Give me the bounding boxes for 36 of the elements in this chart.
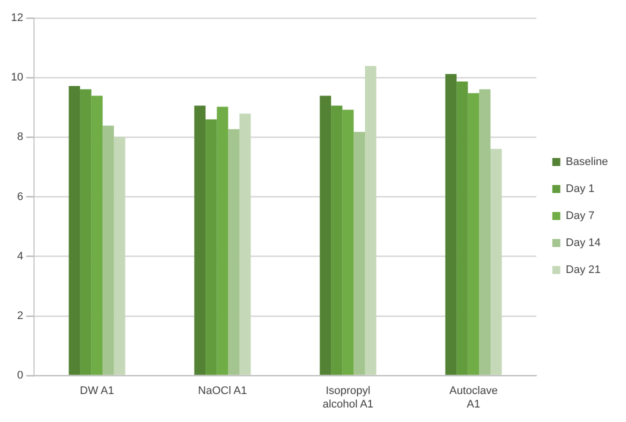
bar bbox=[479, 89, 490, 375]
bar bbox=[364, 66, 376, 375]
bar bbox=[228, 129, 240, 375]
bar bbox=[354, 132, 365, 375]
y-tick-label: 12 bbox=[10, 12, 24, 24]
legend-label: Day 14 bbox=[566, 237, 601, 250]
x-tick-label: DW A1 bbox=[80, 385, 114, 398]
y-tick-label: 2 bbox=[17, 310, 24, 322]
y-tick-label: 10 bbox=[10, 72, 24, 84]
bar bbox=[68, 86, 80, 375]
bar bbox=[91, 96, 103, 375]
bar bbox=[342, 110, 354, 375]
bar bbox=[206, 119, 217, 375]
bar bbox=[331, 106, 342, 375]
bar bbox=[320, 96, 332, 375]
bar bbox=[80, 89, 92, 375]
y-tick-label: 0 bbox=[17, 370, 24, 382]
bar bbox=[114, 136, 126, 375]
legend-label: Day 1 bbox=[566, 183, 595, 196]
x-tick-label: NaOCl A1 bbox=[198, 385, 247, 398]
x-tick-label: Autoclave A1 bbox=[449, 385, 498, 410]
bar bbox=[194, 106, 206, 375]
bar bbox=[490, 148, 502, 375]
legend-label: Baseline bbox=[566, 156, 608, 168]
bar bbox=[468, 93, 480, 375]
bar bbox=[456, 81, 468, 375]
bar bbox=[102, 126, 114, 375]
legend-label: Day 7 bbox=[566, 210, 595, 222]
x-tick-label: Isopropyl alcohol A1 bbox=[322, 385, 374, 410]
y-tick-label: 4 bbox=[17, 250, 24, 262]
bar bbox=[445, 74, 457, 375]
legend-label: Day 21 bbox=[566, 264, 601, 276]
y-tick-label: 6 bbox=[17, 190, 24, 203]
bar bbox=[216, 106, 228, 375]
y-tick-label: 8 bbox=[17, 131, 24, 144]
bar bbox=[239, 114, 251, 375]
